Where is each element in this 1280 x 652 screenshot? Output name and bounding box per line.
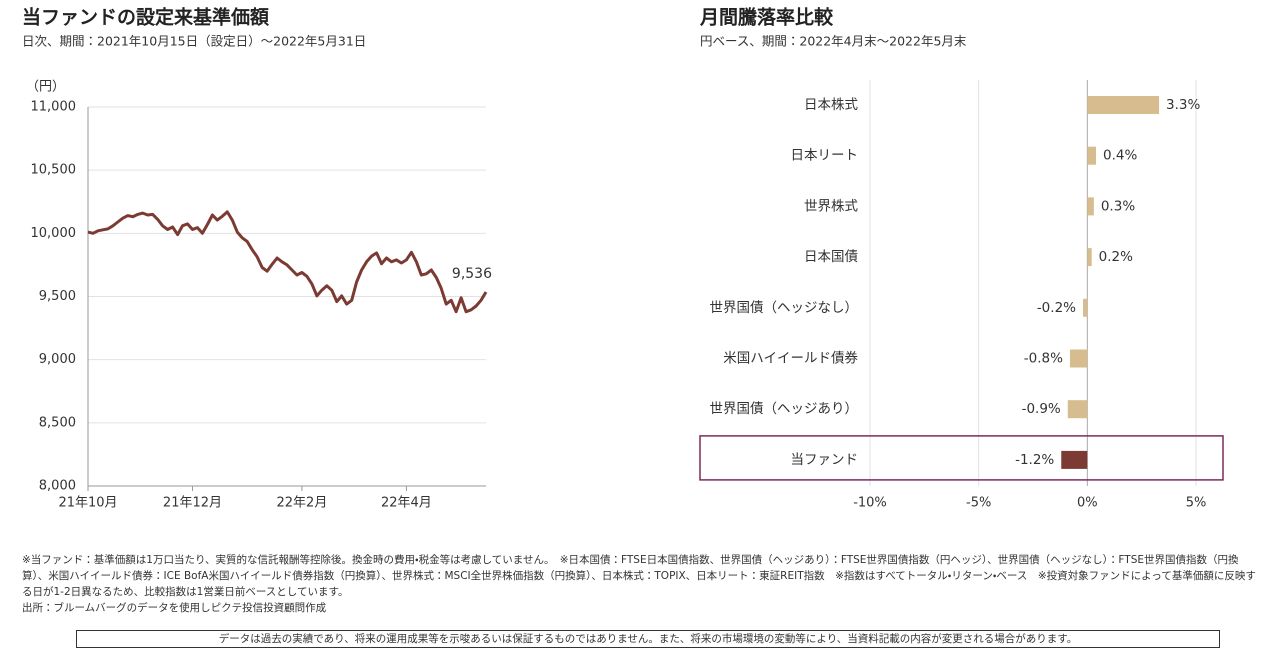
bar <box>1061 450 1088 469</box>
bar <box>1087 197 1094 216</box>
value-label: -0.8% <box>1024 351 1063 367</box>
x-tick-label: 21年12月 <box>163 496 222 511</box>
value-label: 0.3% <box>1101 198 1135 214</box>
bar <box>1087 248 1092 267</box>
y-axis-label: （円） <box>26 80 65 95</box>
y-tick-label: 11,000 <box>31 100 77 115</box>
x-tick-label: 22年2月 <box>277 496 328 511</box>
price-line <box>87 210 488 314</box>
x-tick-label: -10% <box>853 496 887 511</box>
bar <box>1067 400 1088 419</box>
category-label: 日本国債 <box>804 249 858 265</box>
chart-title: 当ファンドの設定来基準価額 <box>22 6 270 29</box>
chart-title: 月間騰落率比較 <box>699 6 834 29</box>
x-tick-label: 5% <box>1186 496 1207 511</box>
value-label: 0.2% <box>1099 249 1133 265</box>
value-label: 0.4% <box>1103 148 1137 164</box>
bar <box>1087 96 1160 114</box>
value-label: 3.3% <box>1166 97 1200 113</box>
value-label: 9,536 <box>452 266 492 282</box>
category-label: 世界国債（ヘッジあり） <box>710 401 859 417</box>
x-tick-label: 21年10月 <box>58 496 117 511</box>
notes: ※当ファンド：基準価額は1万口当たり、実質的な信託報酬等控除後。換金時の費用・税… <box>22 552 1262 616</box>
charts: 当ファンドの設定来基準価額日次、期間：2021年10月15日（設定日）～2022… <box>22 6 1224 511</box>
disclaimer: データは過去の実績であり、将来の運用成果等を示唆あるいは保証するものではありませ… <box>76 630 1220 648</box>
y-tick-label: 8,000 <box>39 479 76 494</box>
value-label: -0.9% <box>1022 401 1061 417</box>
category-label: 世界国債（ヘッジなし） <box>710 300 859 316</box>
x-tick-label: 22年4月 <box>381 496 432 511</box>
note: ※当ファンド：基準価額は1万口当たり、実質的な信託報酬等控除後。換金時の費用・税… <box>22 554 1256 598</box>
y-tick-label: 9,500 <box>39 289 76 304</box>
chart-subtitle: 円ベース、期間：2022年4月末～2022年5月末 <box>700 34 967 49</box>
bar <box>1087 146 1097 165</box>
chart-subtitle: 日次、期間：2021年10月15日（設定日）～2022年5月31日 <box>22 34 366 49</box>
category-label: 当ファンド <box>791 452 859 468</box>
category-label: 世界株式 <box>804 198 858 214</box>
y-tick-label: 10,500 <box>31 163 77 178</box>
x-tick-label: 0% <box>1077 496 1098 511</box>
y-tick-label: 9,000 <box>39 352 76 367</box>
highlight-box <box>699 435 1224 481</box>
category-label: 日本リート <box>791 148 859 164</box>
category-label: 日本株式 <box>804 97 858 113</box>
value-label: -1.2% <box>1015 452 1054 468</box>
value-label: -0.2% <box>1037 300 1076 316</box>
y-tick-label: 8,500 <box>39 415 76 430</box>
bar <box>1069 349 1088 368</box>
y-tick-label: 10,000 <box>31 226 77 241</box>
source: 出所：ブルームバーグのデータを使用しピクテ投信投資顧問作成 <box>22 602 327 614</box>
bar <box>1082 298 1088 317</box>
category-label: 米国ハイイールド債券 <box>723 351 858 367</box>
x-tick-label: -5% <box>966 496 991 511</box>
